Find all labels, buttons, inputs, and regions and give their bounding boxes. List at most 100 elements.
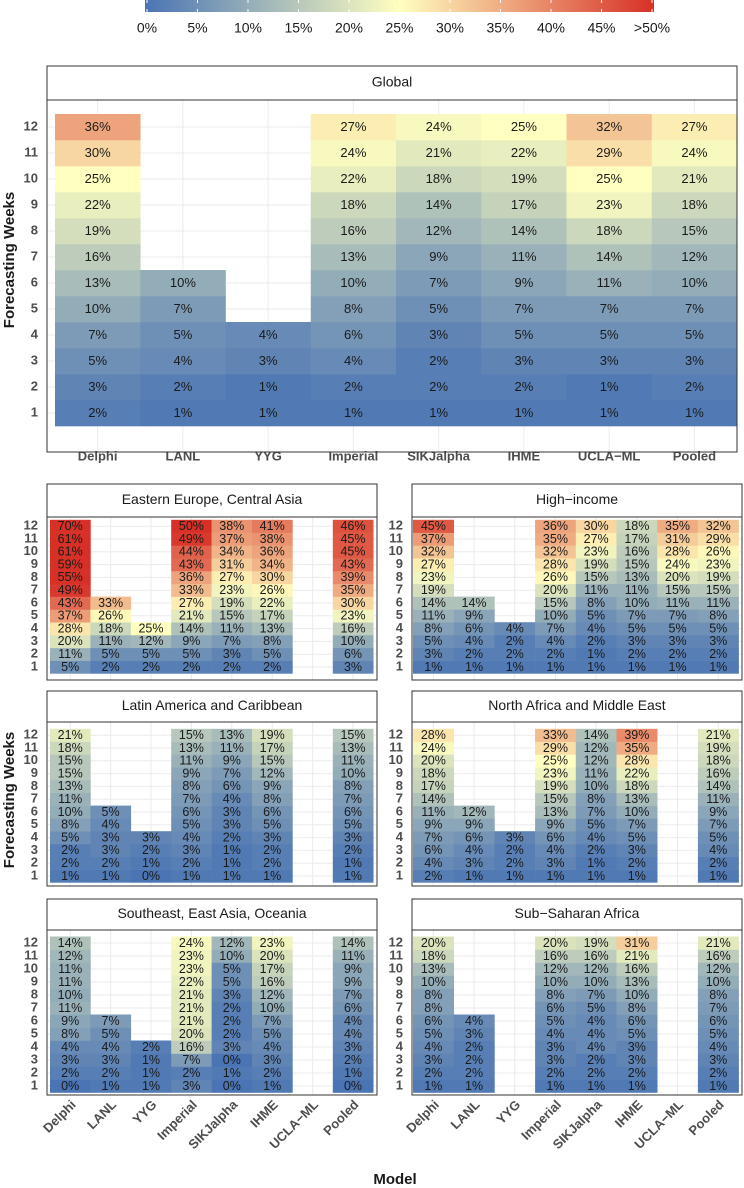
- cell-label: 13%: [624, 792, 649, 806]
- heat-cell: [211, 558, 253, 572]
- cell-label: 15%: [219, 609, 244, 623]
- cell-label: 8%: [628, 1001, 646, 1015]
- cell-label: 3%: [102, 843, 120, 857]
- strip-title: Southeast, East Asia, Oceania: [117, 905, 306, 921]
- heat-cell: [171, 988, 212, 1002]
- heat-cell: [211, 545, 253, 559]
- y-tick-label: 4: [31, 1038, 39, 1053]
- heat-cell: [453, 596, 495, 610]
- cell-label: 7%: [173, 301, 192, 316]
- heat-cell: [535, 622, 577, 636]
- y-axis-title: Forecasting Weeks: [1, 192, 18, 328]
- cell-label: 8%: [546, 988, 564, 1002]
- colorbar-label: 15%: [284, 20, 312, 36]
- cell-label: 1%: [709, 1079, 727, 1093]
- cell-label: 1%: [709, 660, 727, 674]
- cell-label: 7%: [587, 805, 605, 819]
- cell-label: 3%: [102, 1053, 120, 1067]
- cell-label: 5%: [587, 818, 605, 832]
- cell-label: 1%: [223, 856, 241, 870]
- heat-cell: [413, 754, 454, 768]
- panel: Global1234567891011122%3%5%7%10%13%16%19…: [24, 65, 738, 463]
- cell-label: 2%: [685, 379, 704, 394]
- heat-cell: [211, 622, 253, 636]
- heat-cell: [50, 792, 91, 806]
- y-tick-label: 1: [31, 867, 38, 882]
- y-tick-label: 6: [396, 803, 403, 818]
- heat-cell: [535, 1040, 577, 1054]
- cell-label: 1%: [506, 869, 524, 883]
- heat-cell: [50, 545, 91, 559]
- heat-cell: [616, 818, 658, 832]
- cell-label: 6%: [344, 1001, 362, 1015]
- panel: Sub−Saharan Africa1234567891011121%2%3%4…: [389, 898, 743, 1152]
- cell-label: 13%: [340, 741, 365, 755]
- heat-cell: [413, 780, 454, 794]
- cell-label: 2%: [429, 353, 448, 368]
- y-tick-label: 7: [31, 248, 38, 263]
- y-tick-label: 9: [31, 556, 38, 571]
- cell-label: 18%: [426, 171, 452, 186]
- cell-label: 4%: [424, 856, 442, 870]
- cell-label: 25%: [596, 171, 622, 186]
- heat-cell: [332, 545, 374, 559]
- heat-cell: [225, 348, 312, 375]
- heat-cell: [396, 166, 482, 193]
- heat-cell: [575, 1014, 617, 1028]
- heat-cell: [90, 596, 132, 610]
- heat-cell: [310, 374, 397, 401]
- heat-cell: [575, 1001, 617, 1015]
- y-tick-label: 12: [389, 727, 403, 742]
- cell-label: 6%: [182, 805, 200, 819]
- cell-label: 5%: [514, 327, 533, 342]
- heat-cell: [494, 622, 536, 636]
- heat-cell: [171, 962, 212, 976]
- cell-label: 24%: [681, 145, 707, 160]
- cell-label: 1%: [142, 1079, 160, 1093]
- heat-cell: [535, 988, 577, 1002]
- cell-label: 27%: [681, 119, 707, 134]
- heat-cell: [616, 596, 658, 610]
- cell-label: 4%: [424, 1040, 442, 1054]
- y-tick-label: 6: [396, 1012, 403, 1027]
- cell-label: 16%: [340, 223, 366, 238]
- cell-label: 22%: [260, 596, 285, 610]
- y-tick-label: 10: [389, 752, 403, 767]
- cell-label: 28%: [543, 557, 568, 571]
- cell-label: 45%: [340, 545, 365, 559]
- cell-label: 11%: [706, 596, 730, 610]
- heat-cell: [616, 962, 658, 976]
- heat-cell: [50, 780, 91, 794]
- heat-cell: [453, 647, 495, 661]
- heat-cell: [252, 792, 293, 806]
- heat-cell: [535, 728, 577, 742]
- cell-label: 9%: [61, 1014, 79, 1028]
- cell-label: 7%: [223, 634, 241, 648]
- heat-cell: [55, 166, 141, 193]
- heat-cell: [616, 805, 658, 819]
- panel-border: [411, 721, 743, 887]
- cell-label: 7%: [600, 301, 619, 316]
- heat-cell: [616, 532, 658, 546]
- heat-cell: [453, 609, 495, 623]
- cell-label: 1%: [429, 405, 448, 420]
- heat-cell: [697, 818, 739, 832]
- cell-label: 1%: [263, 869, 281, 883]
- cell-label: 14%: [596, 249, 622, 264]
- heat-cell: [211, 936, 253, 950]
- heat-cell: [332, 635, 374, 649]
- cell-label: 16%: [584, 949, 609, 963]
- heat-cell: [535, 635, 577, 649]
- heat-cell: [657, 596, 699, 610]
- cell-label: 5%: [182, 818, 200, 832]
- x-tick-label: YYG: [254, 448, 281, 463]
- cell-label: 18%: [58, 741, 83, 755]
- cell-label: 1%: [514, 405, 533, 420]
- cell-label: 6%: [424, 1014, 442, 1028]
- cell-label: 6%: [709, 1014, 727, 1028]
- heat-cell: [55, 114, 141, 141]
- heat-cell: [453, 622, 495, 636]
- cell-label: 2%: [61, 1066, 79, 1080]
- cell-label: 19%: [584, 936, 609, 950]
- cell-label: 2%: [709, 647, 727, 661]
